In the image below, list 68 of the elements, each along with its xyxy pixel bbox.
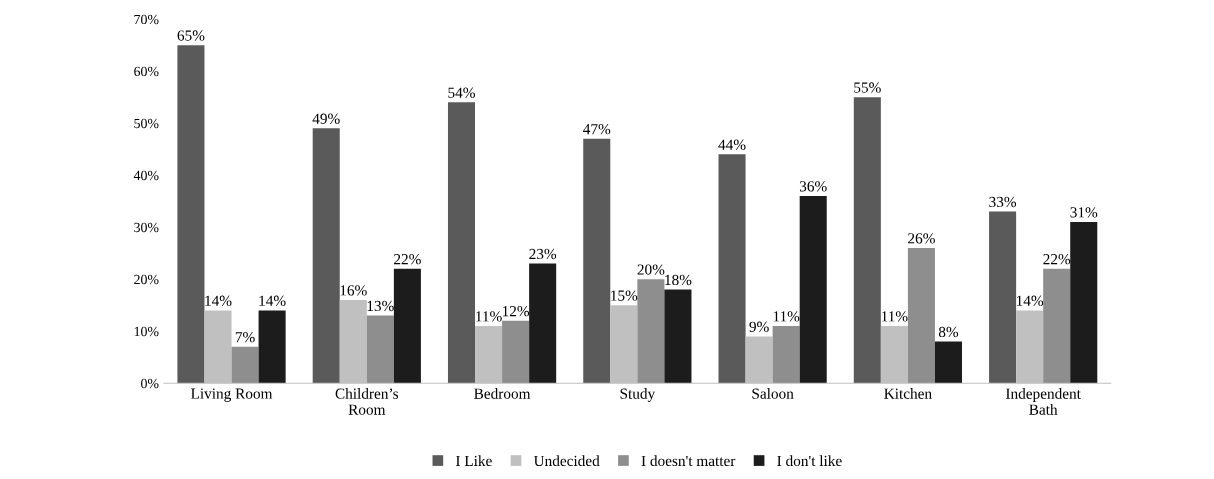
data-label: 11% [773,311,800,322]
bar [718,154,746,384]
data-label: 14% [1016,295,1044,306]
legend-label: I don't like [777,455,842,467]
x-tick-label: Kitchen [884,388,932,399]
data-label: 49% [312,113,340,124]
y-tick-label: 0% [141,378,159,389]
bar [502,320,530,384]
bar [583,138,611,384]
bar [312,128,340,384]
data-label: 47% [583,123,611,135]
bar [393,268,421,384]
x-tick-label: Bedroom [474,388,531,399]
x-tick-label: Living Room [191,388,273,402]
legend-label: I doesn't matter [641,455,736,467]
bar [637,279,665,384]
data-label: 55% [854,82,881,93]
bar [447,102,476,384]
data-label: 8% [938,326,959,338]
data-label: 26% [908,233,935,244]
y-tick-label: 20% [134,274,159,285]
bar [772,325,800,384]
data-label: 11% [882,311,908,322]
x-tick-label: Saloon [752,388,794,399]
y-tick-label: 40% [133,170,159,181]
data-label: 16% [340,285,367,296]
bar [907,247,935,384]
bar [231,346,259,384]
data-label: 13% [367,300,394,312]
data-label: 22% [1043,253,1071,265]
bar [258,310,286,384]
data-label: 12% [502,305,530,317]
data-label: 18% [665,274,692,286]
x-tick-label: Children’s Room [335,388,399,415]
bar [799,195,827,384]
data-label: 11% [476,311,502,322]
bar [664,289,692,384]
data-label: 22% [394,253,421,265]
legend-label: I Like [455,455,492,467]
x-tick-label: Study [620,388,656,402]
y-tick-label: 50% [134,118,159,129]
bar [1070,221,1098,384]
bar [366,315,394,384]
bar [177,45,205,384]
bar [934,341,963,384]
bar [853,97,881,384]
data-label: 7% [235,331,255,343]
bar [529,263,557,384]
data-label: 33% [989,196,1017,208]
data-label: 20% [637,264,665,275]
data-label: 44% [718,139,746,150]
x-tick-label: Independent Bath [1005,388,1081,415]
y-tick-label: 70% [134,14,159,25]
data-label: 9% [749,321,769,332]
legend-label: Undecided [533,455,600,467]
data-label: 65% [177,30,205,41]
data-label: 23% [529,248,557,260]
y-tick-label: 10% [134,326,159,337]
bar [989,211,1017,384]
data-label: 36% [799,181,827,192]
data-label: 31% [1070,207,1098,218]
y-tick-label: 30% [134,222,159,233]
data-label: 15% [611,290,638,301]
bar [1043,268,1071,384]
data-label: 14% [259,295,286,306]
data-label: 54% [448,87,475,98]
y-tick-label: 60% [134,66,159,77]
data-label: 14% [205,295,232,306]
